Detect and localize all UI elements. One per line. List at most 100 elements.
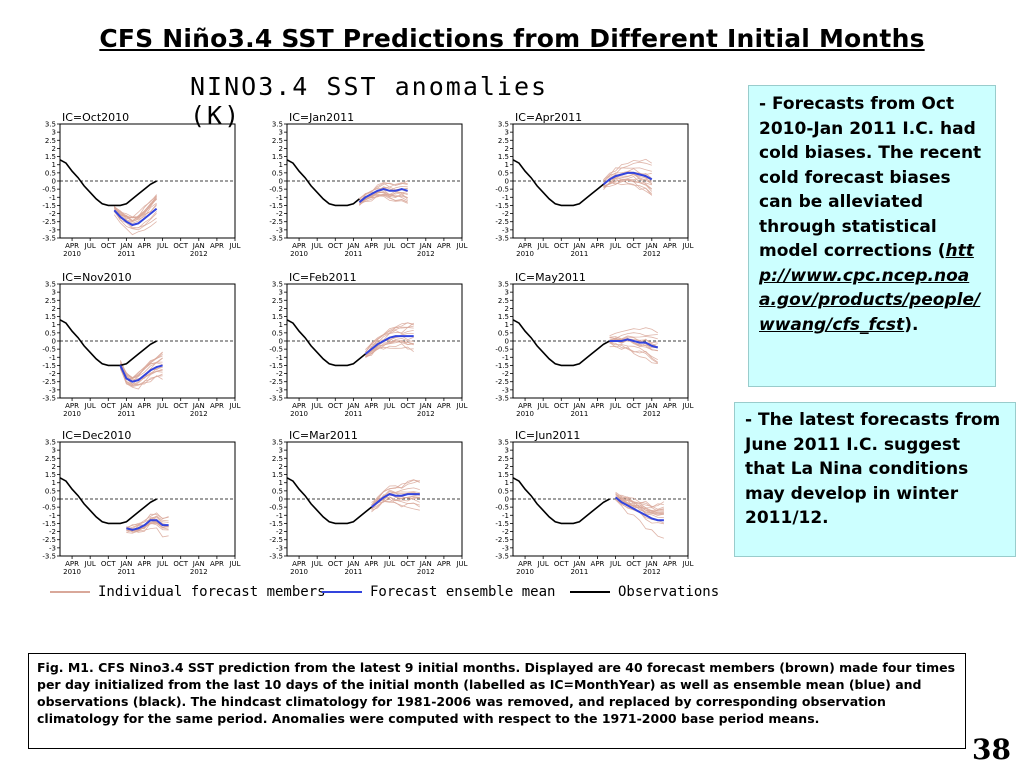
x-year-label: 2010 (63, 568, 81, 576)
panel-ic-label: IC=Nov2010 (62, 271, 132, 284)
y-tick-label: 3.5 (272, 439, 283, 447)
panel-ic-label: IC=Mar2011 (289, 429, 358, 442)
x-tick-label: JUL (311, 560, 323, 568)
x-tick-label: JUL (311, 242, 323, 250)
x-tick-label: OCT (554, 402, 569, 410)
observations-line (512, 319, 610, 367)
y-tick-label: 2 (505, 305, 509, 313)
x-tick-label: APR (591, 560, 605, 568)
y-tick-label: 0 (279, 178, 283, 186)
legend: Individual forecast members Forecast ens… (50, 584, 730, 604)
observations-line (286, 159, 360, 207)
note1-end: ). (904, 314, 919, 335)
y-tick-label: 2.5 (498, 297, 509, 305)
x-tick-label: APR (138, 560, 152, 568)
x-year-label: 2012 (417, 568, 435, 576)
x-tick-label: OCT (173, 402, 188, 410)
x-year-label: 2011 (570, 250, 588, 258)
y-tick-label: 1.5 (45, 313, 56, 321)
x-year-label: 2010 (516, 250, 534, 258)
y-tick-label: 3.5 (272, 121, 283, 129)
y-tick-label: -2 (49, 528, 56, 536)
forecast-member-line (609, 342, 658, 361)
legend-swatch-members (50, 591, 90, 593)
y-tick-label: -2 (49, 370, 56, 378)
legend-swatch-mean (322, 591, 362, 593)
x-year-label: 2010 (290, 568, 308, 576)
x-year-label: 2012 (190, 250, 208, 258)
forecast-member-line (365, 339, 414, 355)
forecast-member-line (126, 527, 169, 538)
y-tick-label: -2.5 (269, 378, 283, 386)
y-tick-label: -1 (49, 194, 56, 202)
x-tick-label: JUL (455, 242, 467, 250)
y-tick-label: 1.5 (498, 471, 509, 479)
figure-caption: Fig. M1. CFS Nino3.4 SST prediction from… (28, 653, 966, 749)
x-tick-label: APR (292, 242, 306, 250)
legend-item-members: Individual forecast members (50, 584, 326, 600)
observations-line (286, 319, 366, 367)
x-tick-label: APR (65, 242, 79, 250)
observations-line (512, 159, 604, 207)
y-tick-label: -1 (276, 354, 283, 362)
y-tick-label: -3.5 (42, 553, 56, 561)
y-tick-label: 3.5 (45, 439, 56, 447)
y-tick-label: -3.5 (495, 553, 509, 561)
x-tick-label: JAN (346, 242, 359, 250)
panel-ic-label: IC=Apr2011 (515, 111, 582, 124)
y-tick-label: 0 (279, 338, 283, 346)
cpc-link[interactable]: http://www.cpc.ncep.noaa.gov/products/pe… (759, 241, 981, 335)
x-tick-label: JAN (419, 242, 432, 250)
x-year-label: 2012 (190, 410, 208, 418)
ensemble-mean-line (126, 519, 169, 531)
y-tick-label: -1 (49, 512, 56, 520)
panel-ic-label: IC=Dec2010 (62, 429, 131, 442)
y-tick-label: 3 (52, 447, 56, 455)
y-tick-label: -2.5 (495, 218, 509, 226)
x-year-label: 2010 (290, 410, 308, 418)
forecast-member-line (114, 203, 157, 223)
y-tick-label: 3.5 (45, 121, 56, 129)
x-year-label: 2010 (516, 568, 534, 576)
y-tick-label: 0 (505, 338, 509, 346)
x-tick-label: APR (65, 402, 79, 410)
forecast-member-line (371, 487, 420, 508)
x-year-label: 2010 (516, 410, 534, 418)
y-tick-label: -2 (502, 528, 509, 536)
x-tick-label: JUL (455, 402, 467, 410)
x-tick-label: JAN (419, 402, 432, 410)
y-tick-label: -2 (276, 528, 283, 536)
y-tick-label: 2 (279, 145, 283, 153)
x-tick-label: JAN (192, 242, 205, 250)
x-tick-label: JUL (537, 560, 549, 568)
y-tick-label: 3 (505, 289, 509, 297)
x-tick-label: JUL (228, 560, 240, 568)
observations-line (59, 319, 157, 367)
x-tick-label: JAN (346, 560, 359, 568)
x-tick-label: JAN (119, 242, 132, 250)
x-tick-label: JUL (537, 242, 549, 250)
y-tick-label: -0.5 (495, 504, 509, 512)
y-tick-label: -2 (276, 370, 283, 378)
y-tick-label: 1 (505, 321, 509, 329)
chart-panel: IC=Oct2010 3.532.521.510.50-0.5-1-1.5-2-2… (42, 111, 240, 258)
y-tick-label: 0.5 (498, 169, 509, 177)
y-tick-label: 0.5 (272, 329, 283, 337)
forecast-member-line (615, 497, 664, 511)
x-tick-label: OCT (626, 560, 641, 568)
chart-panels: IC=Oct20103.532.521.510.50-0.5-1-1.5-2-2… (42, 111, 693, 576)
y-tick-label: 2.5 (272, 455, 283, 463)
y-tick-label: -1 (276, 194, 283, 202)
forecast-member-line (615, 494, 664, 513)
x-tick-label: OCT (400, 560, 415, 568)
x-tick-label: APR (210, 402, 224, 410)
forecast-member-line (365, 337, 414, 357)
x-tick-label: OCT (400, 402, 415, 410)
y-tick-label: 0.5 (45, 329, 56, 337)
y-tick-label: -3 (276, 386, 283, 394)
forecast-member-line (603, 167, 652, 184)
note-box-forecast-bias: - Forecasts from Oct 2010-Jan 2011 I.C. … (748, 85, 996, 387)
x-tick-label: APR (518, 242, 532, 250)
y-tick-label: -3.5 (42, 395, 56, 403)
y-tick-label: -1.5 (269, 362, 283, 370)
